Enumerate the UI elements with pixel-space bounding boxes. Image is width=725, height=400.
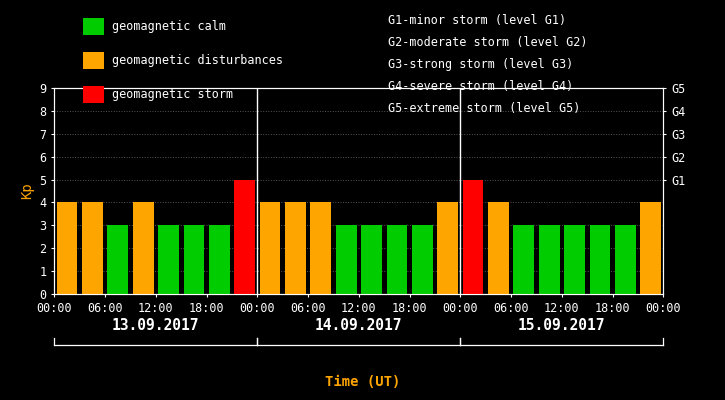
Text: 15.09.2017: 15.09.2017 (518, 318, 605, 334)
Bar (310, 202, 331, 294)
Text: 13.09.2017: 13.09.2017 (112, 318, 199, 334)
Bar (539, 225, 560, 294)
Y-axis label: Kp: Kp (20, 183, 34, 199)
Bar (589, 225, 610, 294)
Text: geomagnetic disturbances: geomagnetic disturbances (112, 54, 283, 67)
Bar (158, 225, 179, 294)
Bar (488, 202, 509, 294)
Text: G4-severe storm (level G4): G4-severe storm (level G4) (388, 80, 573, 93)
Bar (234, 180, 255, 294)
Text: Time (UT): Time (UT) (325, 375, 400, 389)
Bar (82, 202, 103, 294)
Bar (386, 225, 407, 294)
Bar (640, 202, 661, 294)
Bar (285, 202, 306, 294)
Text: 14.09.2017: 14.09.2017 (315, 318, 402, 334)
Bar (412, 225, 433, 294)
Bar (437, 202, 458, 294)
Bar (615, 225, 636, 294)
Bar (336, 225, 357, 294)
Text: G5-extreme storm (level G5): G5-extreme storm (level G5) (388, 102, 580, 115)
Text: geomagnetic storm: geomagnetic storm (112, 88, 233, 101)
Bar (209, 225, 230, 294)
Text: G3-strong storm (level G3): G3-strong storm (level G3) (388, 58, 573, 71)
Bar (260, 202, 281, 294)
Bar (564, 225, 585, 294)
Bar (133, 202, 154, 294)
Bar (183, 225, 204, 294)
Bar (361, 225, 382, 294)
Text: G1-minor storm (level G1): G1-minor storm (level G1) (388, 14, 566, 27)
Text: G2-moderate storm (level G2): G2-moderate storm (level G2) (388, 36, 587, 49)
Bar (57, 202, 78, 294)
Bar (107, 225, 128, 294)
Text: geomagnetic calm: geomagnetic calm (112, 20, 226, 33)
Bar (463, 180, 484, 294)
Bar (513, 225, 534, 294)
